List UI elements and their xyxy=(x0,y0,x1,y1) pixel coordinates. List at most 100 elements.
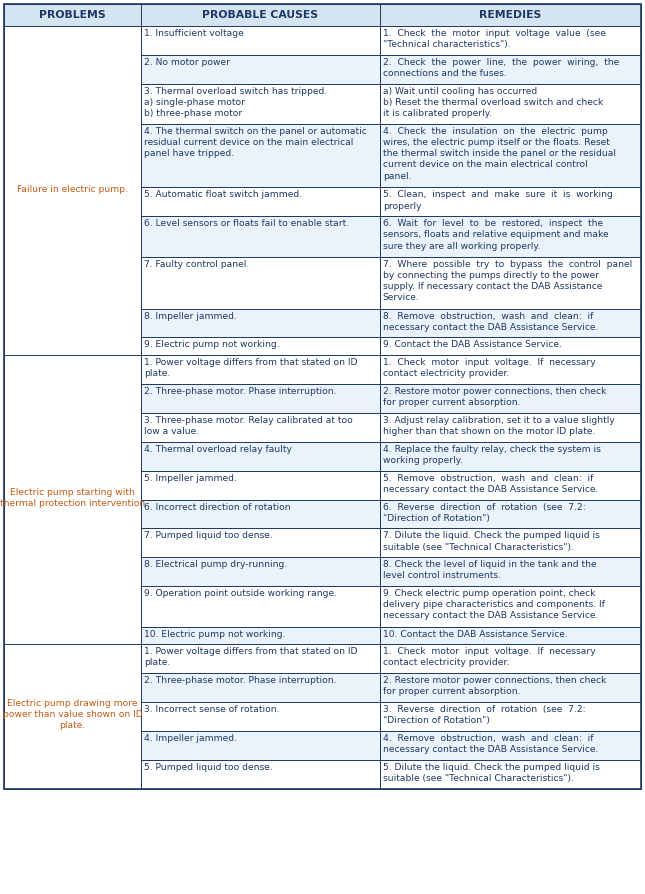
Text: 9. Electric pump not working.: 9. Electric pump not working. xyxy=(144,341,279,350)
Text: 2. Three-phase motor. Phase interruption.: 2. Three-phase motor. Phase interruption… xyxy=(144,387,337,396)
Text: 1. Insufficient voltage: 1. Insufficient voltage xyxy=(144,29,244,38)
Text: 8. Impeller jammed.: 8. Impeller jammed. xyxy=(144,311,237,321)
Text: 2.  Check  the  power  line,  the  power  wiring,  the
connections and the fuses: 2. Check the power line, the power wirin… xyxy=(383,58,619,78)
Bar xyxy=(141,730,380,760)
Bar xyxy=(4,26,141,355)
Text: 1. Power voltage differs from that stated on ID
plate.: 1. Power voltage differs from that state… xyxy=(144,358,357,378)
Bar xyxy=(380,413,641,442)
Bar xyxy=(4,355,141,644)
Text: 5. Automatic float switch jammed.: 5. Automatic float switch jammed. xyxy=(144,190,302,199)
Text: 7. Dilute the liquid. Check the pumped liquid is
suitable (see "Technical Charac: 7. Dilute the liquid. Check the pumped l… xyxy=(383,531,600,552)
Bar xyxy=(141,586,380,627)
Text: 6.  Wait  for  level  to  be  restored,  inspect  the
sensors, floats and relati: 6. Wait for level to be restored, inspec… xyxy=(383,219,608,250)
Bar xyxy=(141,26,380,55)
Bar xyxy=(380,760,641,789)
Text: 4.  Check  the  insulation  on  the  electric  pump
wires, the electric pump its: 4. Check the insulation on the electric … xyxy=(383,127,616,181)
Text: 3.  Reverse  direction  of  rotation  (see  7.2:
"Direction of Rotation"): 3. Reverse direction of rotation (see 7.… xyxy=(383,704,586,725)
Text: 8.  Remove  obstruction,  wash  and  clean:  if
necessary contact the DAB Assist: 8. Remove obstruction, wash and clean: i… xyxy=(383,311,598,332)
Text: 10. Contact the DAB Assistance Service.: 10. Contact the DAB Assistance Service. xyxy=(383,629,568,638)
Text: 5. Dilute the liquid. Check the pumped liquid is
suitable (see "Technical Charac: 5. Dilute the liquid. Check the pumped l… xyxy=(383,763,600,783)
Bar xyxy=(141,337,380,355)
Bar xyxy=(380,337,641,355)
Bar xyxy=(141,413,380,442)
Bar xyxy=(141,627,380,644)
Text: 8. Check the level of liquid in the tank and the
level control instruments.: 8. Check the level of liquid in the tank… xyxy=(383,561,597,580)
Text: 7.  Where  possible  try  to  bypass  the  control  panel
by connecting the pump: 7. Where possible try to bypass the cont… xyxy=(383,260,632,302)
Bar xyxy=(141,4,380,26)
Text: PROBABLE CAUSES: PROBABLE CAUSES xyxy=(203,10,319,20)
Bar xyxy=(380,188,641,216)
Text: 4. Replace the faulty relay, check the system is
working properly.: 4. Replace the faulty relay, check the s… xyxy=(383,444,600,465)
Text: 3. Adjust relay calibration, set it to a value slightly
higher than that shown o: 3. Adjust relay calibration, set it to a… xyxy=(383,416,615,436)
Bar xyxy=(141,702,380,730)
Text: 4. Impeller jammed.: 4. Impeller jammed. xyxy=(144,734,237,743)
Text: 1.  Check  motor  input  voltage.  If  necessary
contact electricity provider.: 1. Check motor input voltage. If necessa… xyxy=(383,647,595,667)
Bar xyxy=(380,55,641,84)
Text: 2. Restore motor power connections, then check
for proper current absorption.: 2. Restore motor power connections, then… xyxy=(383,387,606,407)
Bar xyxy=(380,500,641,528)
Text: 1. Power voltage differs from that stated on ID
plate.: 1. Power voltage differs from that state… xyxy=(144,647,357,667)
Text: Electric pump starting with
thermal protection intervention: Electric pump starting with thermal prot… xyxy=(0,488,145,508)
Bar xyxy=(380,216,641,257)
Text: Failure in electric pump.: Failure in electric pump. xyxy=(17,185,128,194)
Bar xyxy=(380,26,641,55)
Text: 5. Pumped liquid too dense.: 5. Pumped liquid too dense. xyxy=(144,763,273,772)
Bar xyxy=(4,644,141,789)
Text: 7. Pumped liquid too dense.: 7. Pumped liquid too dense. xyxy=(144,531,273,540)
Text: 4. Thermal overload relay faulty: 4. Thermal overload relay faulty xyxy=(144,444,292,453)
Text: 7. Faulty control panel.: 7. Faulty control panel. xyxy=(144,260,249,269)
Bar xyxy=(141,384,380,413)
Text: 9. Contact the DAB Assistance Service.: 9. Contact the DAB Assistance Service. xyxy=(383,341,562,350)
Bar xyxy=(380,470,641,500)
Text: 6. Level sensors or floats fail to enable start.: 6. Level sensors or floats fail to enabl… xyxy=(144,219,349,228)
Bar xyxy=(380,673,641,702)
Bar xyxy=(141,442,380,470)
Text: 2. Three-phase motor. Phase interruption.: 2. Three-phase motor. Phase interruption… xyxy=(144,676,337,685)
Bar xyxy=(141,500,380,528)
Text: REMEDIES: REMEDIES xyxy=(479,10,542,20)
Bar xyxy=(4,4,141,26)
Text: 10. Electric pump not working.: 10. Electric pump not working. xyxy=(144,629,286,638)
Text: 6.  Reverse  direction  of  rotation  (see  7.2:
"Direction of Rotation"): 6. Reverse direction of rotation (see 7.… xyxy=(383,502,586,523)
Text: PROBLEMS: PROBLEMS xyxy=(39,10,106,20)
Bar xyxy=(380,84,641,124)
Text: 5. Impeller jammed.: 5. Impeller jammed. xyxy=(144,474,237,483)
Bar xyxy=(380,442,641,470)
Bar xyxy=(380,124,641,188)
Text: 9. Check electric pump operation point, check
delivery pipe characteristics and : 9. Check electric pump operation point, … xyxy=(383,589,605,620)
Bar xyxy=(380,308,641,337)
Bar xyxy=(141,760,380,789)
Bar xyxy=(380,384,641,413)
Bar xyxy=(380,257,641,308)
Bar xyxy=(380,355,641,384)
Text: 8. Electrical pump dry-running.: 8. Electrical pump dry-running. xyxy=(144,561,287,569)
Bar xyxy=(141,308,380,337)
Bar xyxy=(141,124,380,188)
Bar xyxy=(380,730,641,760)
Text: 3. Thermal overload switch has tripped.
a) single-phase motor
b) three-phase mot: 3. Thermal overload switch has tripped. … xyxy=(144,87,327,118)
Text: 4. The thermal switch on the panel or automatic
residual current device on the m: 4. The thermal switch on the panel or au… xyxy=(144,127,367,158)
Bar xyxy=(141,673,380,702)
Text: Electric pump drawing more
power than value shown on ID
plate.: Electric pump drawing more power than va… xyxy=(3,699,143,730)
Bar xyxy=(141,470,380,500)
Text: 5.  Remove  obstruction,  wash  and  clean:  if
necessary contact the DAB Assist: 5. Remove obstruction, wash and clean: i… xyxy=(383,474,598,493)
Text: 6. Incorrect direction of rotation: 6. Incorrect direction of rotation xyxy=(144,502,291,511)
Text: 4.  Remove  obstruction,  wash  and  clean:  if
necessary contact the DAB Assist: 4. Remove obstruction, wash and clean: i… xyxy=(383,734,598,754)
Bar xyxy=(4,4,641,789)
Bar xyxy=(141,84,380,124)
Bar xyxy=(380,528,641,557)
Bar xyxy=(380,644,641,673)
Bar xyxy=(141,188,380,216)
Bar xyxy=(141,257,380,308)
Bar xyxy=(141,644,380,673)
Text: 3. Three-phase motor. Relay calibrated at too
low a value.: 3. Three-phase motor. Relay calibrated a… xyxy=(144,416,353,436)
Text: 1.  Check  the  motor  input  voltage  value  (see
"Technical characteristics").: 1. Check the motor input voltage value (… xyxy=(383,29,606,49)
Bar xyxy=(380,586,641,627)
Bar xyxy=(141,528,380,557)
Bar xyxy=(380,557,641,586)
Bar xyxy=(141,557,380,586)
Bar xyxy=(141,216,380,257)
Text: a) Wait until cooling has occurred
b) Reset the thermal overload switch and chec: a) Wait until cooling has occurred b) Re… xyxy=(383,87,603,118)
Text: 2. No motor power: 2. No motor power xyxy=(144,58,230,67)
Text: 9. Operation point outside working range.: 9. Operation point outside working range… xyxy=(144,589,337,598)
